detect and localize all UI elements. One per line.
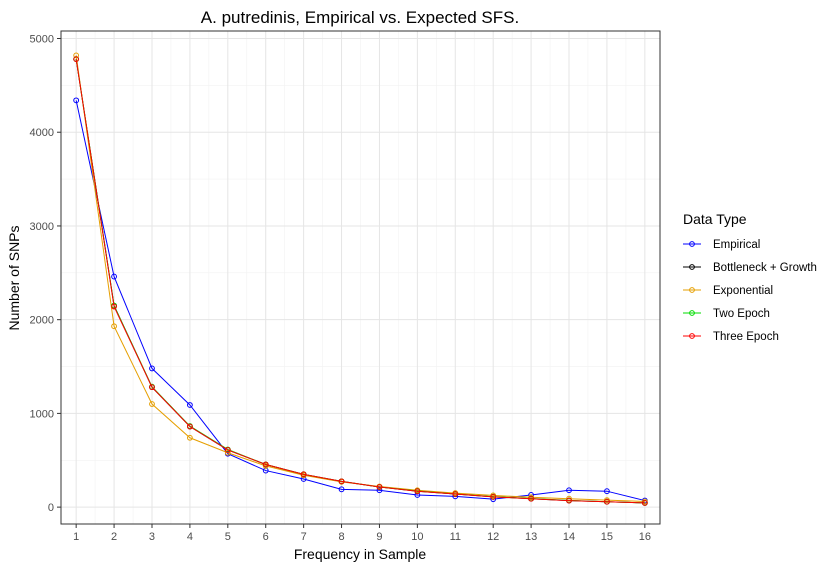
data-point-exponential xyxy=(186,434,193,441)
legend-title: Data Type xyxy=(683,211,747,227)
data-point-exponential xyxy=(73,52,80,59)
data-point-three-epoch xyxy=(414,488,421,495)
data-point-three-epoch xyxy=(300,471,307,478)
grid xyxy=(61,31,660,524)
legend-label: Bottleneck + Growth xyxy=(713,262,817,274)
data-point-three-epoch xyxy=(338,478,345,485)
x-tick-label: 1 xyxy=(73,531,79,543)
x-tick-label: 12 xyxy=(487,531,499,543)
x-tick-label: 14 xyxy=(563,531,575,543)
x-axis-title: Frequency in Sample xyxy=(294,546,427,562)
data-point-three-epoch xyxy=(452,491,459,497)
x-tick-label: 15 xyxy=(601,531,613,543)
legend-label: Empirical xyxy=(713,239,760,251)
x-tick-label: 5 xyxy=(225,531,231,543)
legend-swatch-point xyxy=(689,264,695,270)
data-point-three-epoch xyxy=(604,498,610,505)
data-point-exponential xyxy=(566,495,572,502)
x-tick-label: 11 xyxy=(450,531,461,543)
data-point-empirical xyxy=(376,487,383,494)
plot-panel-border xyxy=(60,30,661,525)
legend-label: Exponential xyxy=(713,285,773,297)
x-tick-label: 3 xyxy=(149,531,155,543)
data-point-empirical xyxy=(604,488,610,495)
data-point-three-epoch xyxy=(224,447,231,453)
data-point-three-epoch xyxy=(262,461,269,468)
series-line-three-epoch xyxy=(75,59,645,504)
data-point-exponential xyxy=(111,323,117,330)
legend-item-empirical: Empirical xyxy=(683,239,760,251)
legend-swatch-point xyxy=(689,241,695,247)
series-three-epoch xyxy=(73,56,648,506)
data-point-three-epoch xyxy=(490,493,497,500)
y-tick-label: 0 xyxy=(48,502,54,514)
data-point-three-epoch xyxy=(376,484,383,490)
data-point-empirical xyxy=(566,487,572,494)
x-tick-label: 4 xyxy=(187,531,193,543)
x-tick-label: 9 xyxy=(376,531,382,543)
x-tick-label: 7 xyxy=(301,531,307,543)
x-tick-label: 8 xyxy=(338,531,344,543)
data-point-empirical xyxy=(186,402,193,408)
data-point-three-epoch xyxy=(528,495,535,502)
data-point-three-epoch xyxy=(73,56,80,63)
x-tick-label: 13 xyxy=(525,531,537,543)
legend-swatch-point xyxy=(689,333,695,339)
legend-item-exponential: Exponential xyxy=(683,285,773,297)
y-axis-title: Number of SNPs xyxy=(6,225,22,330)
y-tick-label: 1000 xyxy=(30,408,54,420)
data-point-exponential xyxy=(149,401,155,407)
data-point-empirical xyxy=(338,486,345,493)
data-point-empirical xyxy=(111,273,117,280)
legend: Data Type Empirical Bottleneck + Growth Ex… xyxy=(683,211,817,343)
x-tick-label: 16 xyxy=(639,531,651,543)
data-point-three-epoch xyxy=(149,384,155,391)
chart-title: A. putredinis, Empirical vs. Expected SF… xyxy=(201,8,519,27)
legend-swatch-point xyxy=(689,287,695,293)
data-point-empirical xyxy=(149,365,155,372)
legend-item-bottleneck-growth: Bottleneck + Growth xyxy=(683,262,817,274)
legend-swatch-point xyxy=(689,310,695,316)
series-line-empirical xyxy=(75,100,645,502)
legend-item-three-epoch: Three Epoch xyxy=(683,331,779,343)
series-layer xyxy=(73,52,648,506)
legend-label: Three Epoch xyxy=(713,331,779,343)
x-tick-label: 2 xyxy=(111,531,117,543)
data-point-three-epoch xyxy=(186,423,193,430)
data-point-three-epoch xyxy=(111,303,117,310)
x-tick-label: 10 xyxy=(411,531,423,543)
y-tick-label: 5000 xyxy=(30,33,54,45)
y-tick-label: 3000 xyxy=(30,221,54,233)
legend-item-two-epoch: Two Epoch xyxy=(683,308,770,320)
data-point-three-epoch xyxy=(641,500,648,506)
data-point-three-epoch xyxy=(566,497,572,504)
x-tick-label: 6 xyxy=(263,531,269,543)
y-tick-label: 4000 xyxy=(30,127,54,139)
data-point-empirical xyxy=(73,97,80,104)
legend-label: Two Epoch xyxy=(713,308,770,320)
y-tick-label: 2000 xyxy=(30,315,54,327)
